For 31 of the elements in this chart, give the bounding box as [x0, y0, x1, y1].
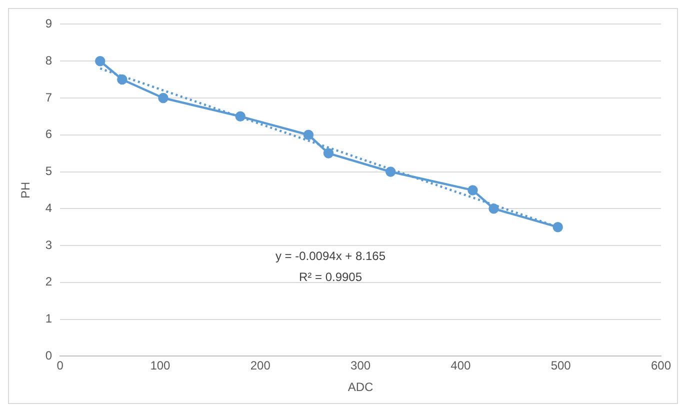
y-tick-label: 9 — [45, 16, 52, 31]
point — [488, 204, 499, 214]
x-tick-label: 500 — [550, 358, 572, 373]
y-tick-label: 5 — [45, 164, 52, 178]
point — [158, 92, 168, 104]
annotation: y = -0.0094x + 8.165 — [275, 248, 386, 263]
point — [552, 222, 563, 232]
y-tick-label: 6 — [45, 127, 52, 142]
x-tick-label: 200 — [250, 358, 271, 373]
x-tick-label: 300 — [350, 358, 371, 373]
annotation: R² = 0.9905 — [298, 270, 362, 284]
point — [303, 130, 314, 140]
point — [468, 185, 478, 196]
point — [117, 74, 128, 85]
y-tick-label: 1 — [45, 312, 52, 326]
x-tick-label: 0 — [56, 358, 64, 373]
point — [95, 56, 106, 66]
point — [385, 166, 396, 177]
x-axis-title: ADC — [348, 380, 374, 394]
y-tick-label: 2 — [45, 274, 52, 289]
x-tick-label: 400 — [450, 358, 472, 373]
x-tick-label: 100 — [150, 358, 171, 373]
y-tick-label: 8 — [45, 53, 52, 68]
y-tick-label: 3 — [45, 238, 52, 252]
y-axis-title: PH — [18, 182, 33, 199]
y-tick-label: 4 — [45, 200, 52, 215]
point — [235, 111, 246, 122]
point — [323, 148, 334, 158]
y-tick-label: 0 — [45, 348, 52, 363]
x-tick-label: 600 — [650, 358, 672, 373]
y-tick-label: 7 — [45, 90, 52, 104]
